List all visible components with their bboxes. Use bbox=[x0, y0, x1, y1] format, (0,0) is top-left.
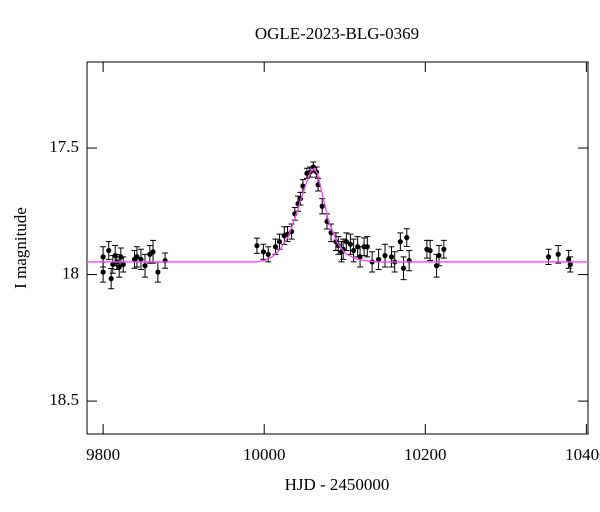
data-point bbox=[106, 247, 112, 254]
data-point bbox=[272, 244, 279, 250]
data-point bbox=[347, 241, 353, 247]
data-point bbox=[134, 254, 140, 260]
data-point bbox=[382, 252, 388, 259]
plot-frame bbox=[86, 61, 589, 435]
data-point bbox=[364, 244, 370, 250]
data-point bbox=[120, 261, 126, 268]
x-tick-label: 10200 bbox=[404, 445, 447, 464]
data-point bbox=[388, 254, 395, 260]
data-point bbox=[343, 239, 349, 245]
data-point bbox=[357, 254, 363, 260]
x-tick-label: 9800 bbox=[86, 445, 120, 464]
data-point bbox=[100, 254, 106, 260]
x-axis-label: HJD - 2450000 bbox=[285, 475, 390, 494]
data-point bbox=[375, 256, 382, 262]
x-tick-label: 10400 bbox=[565, 445, 600, 464]
data-point bbox=[436, 252, 442, 259]
data-point bbox=[400, 265, 407, 271]
data-point bbox=[276, 239, 283, 245]
y-tick-label: 17.5 bbox=[49, 137, 79, 156]
data-point bbox=[155, 269, 161, 275]
model-curve bbox=[87, 167, 588, 263]
data-point bbox=[138, 256, 144, 262]
data-point bbox=[108, 276, 114, 282]
x-tick-label: 10000 bbox=[243, 445, 286, 464]
data-point bbox=[300, 183, 306, 189]
data-point bbox=[260, 249, 266, 255]
data-point bbox=[397, 239, 403, 245]
data-point bbox=[150, 249, 156, 255]
data-point bbox=[265, 251, 271, 257]
data-point bbox=[441, 246, 447, 252]
y-tick-label: 18 bbox=[62, 263, 79, 282]
data-point bbox=[427, 247, 433, 254]
data-point bbox=[351, 247, 357, 254]
chart-title: OGLE-2023-BLG-0369 bbox=[255, 24, 419, 43]
data-point bbox=[319, 203, 325, 209]
y-axis-label: I magnitude bbox=[11, 207, 30, 289]
data-point bbox=[254, 243, 260, 249]
data-point bbox=[555, 251, 561, 257]
data-point bbox=[100, 269, 106, 275]
data-point bbox=[567, 261, 573, 268]
data-point bbox=[404, 235, 410, 241]
y-tick-label: 18.5 bbox=[49, 390, 79, 409]
data-point bbox=[545, 254, 552, 260]
data-point bbox=[142, 263, 148, 269]
